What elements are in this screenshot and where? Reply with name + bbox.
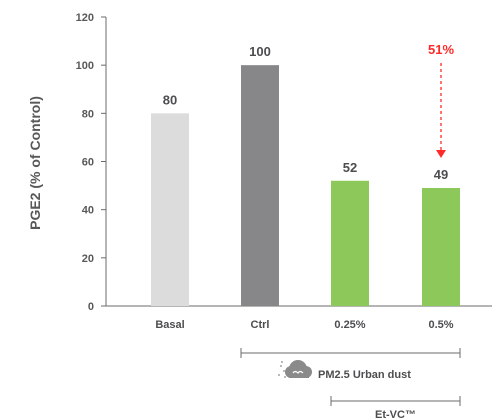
bar-0-25- <box>331 180 369 306</box>
y-axis-label: PGE2 (% of Control) <box>27 96 43 230</box>
reduction-annotation-label: 51% <box>428 42 454 57</box>
bar-value-label: 80 <box>163 92 177 107</box>
reduction-arrow-head <box>436 150 446 158</box>
group-label-etvc: Et-VC™ <box>375 409 416 420</box>
x-tick-label: 0.25% <box>334 319 365 331</box>
bar-basal <box>151 113 189 306</box>
y-tick-label: 40 <box>82 205 94 217</box>
bar-value-label: 100 <box>249 44 271 59</box>
dust-cloud-icon <box>278 360 312 378</box>
bar-value-label: 49 <box>434 167 448 182</box>
bar-ctrl <box>241 65 279 307</box>
x-tick-label: 0.5% <box>428 319 453 331</box>
y-tick-label: 60 <box>82 157 94 169</box>
bar-value-label: 52 <box>343 160 357 175</box>
y-tick-label: 20 <box>82 253 94 265</box>
bar-0-5- <box>422 187 460 306</box>
y-tick-label: 80 <box>82 108 94 120</box>
y-tick-label: 120 <box>76 12 94 24</box>
x-tick-label: Ctrl <box>251 319 270 331</box>
y-tick-label: 0 <box>88 301 94 313</box>
x-tick-label: Basal <box>155 319 184 331</box>
group-label-pm25: PM2.5 Urban dust <box>318 369 411 381</box>
y-tick-label: 100 <box>76 60 94 72</box>
